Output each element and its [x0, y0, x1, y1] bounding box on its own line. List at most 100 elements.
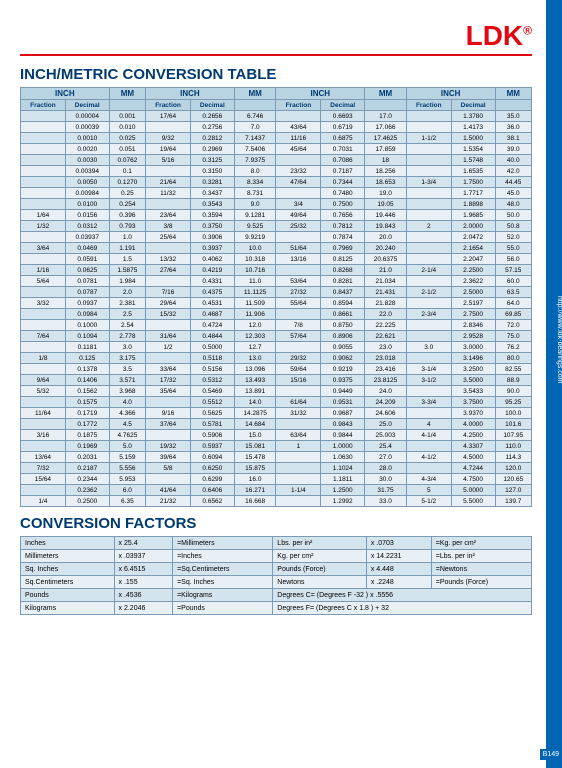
table-cell: [406, 144, 451, 155]
table-cell: 4.5: [109, 419, 145, 430]
table-cell: 0.2500: [65, 496, 109, 507]
table-cell: 2.5197: [451, 298, 495, 309]
table-cell: 14.2875: [234, 408, 276, 419]
table-cell: 0.7031: [321, 144, 365, 155]
table-cell: 7.1437: [234, 133, 276, 144]
factor-cell: x .155: [114, 576, 173, 589]
table-cell: 0.2344: [65, 474, 109, 485]
table-cell: [146, 474, 191, 485]
table-cell: 8.0: [234, 166, 276, 177]
table-cell: 7/32: [21, 463, 66, 474]
factor-cell: Kilograms: [21, 602, 115, 615]
table-cell: 1-1/4: [276, 485, 321, 496]
table-cell: 5.0000: [451, 485, 495, 496]
table-cell: 12.303: [234, 331, 276, 342]
table-cell: 0.4331: [190, 276, 234, 287]
table-cell: 24.209: [365, 397, 407, 408]
table-cell: [276, 496, 321, 507]
table-cell: 20.0: [365, 232, 407, 243]
table-row: 15/640.23445.9530.629916.01.181130.04-3/…: [21, 474, 532, 485]
factor-cell: Degrees C= (Degrees F -32 ) x .5556: [273, 589, 532, 602]
table-cell: 19/64: [146, 144, 191, 155]
table-cell: 57.15: [495, 265, 531, 276]
table-cell: 1.3780: [451, 111, 495, 122]
table-cell: 3-1/2: [406, 375, 451, 386]
table-cell: 0.7187: [321, 166, 365, 177]
table-cell: 3/32: [21, 298, 66, 309]
table-cell: 35.0: [495, 111, 531, 122]
table-cell: 2: [406, 221, 451, 232]
table-cell: 51/64: [276, 243, 321, 254]
table-cell: 0.2362: [65, 485, 109, 496]
table-cell: 75.0: [495, 331, 531, 342]
table-cell: 0.1719: [65, 408, 109, 419]
table-cell: 100.0: [495, 408, 531, 419]
table-cell: 114.3: [495, 452, 531, 463]
table-cell: 1/4: [21, 496, 66, 507]
table-cell: 0.2031: [65, 452, 109, 463]
table-cell: 0.1181: [65, 342, 109, 353]
table-cell: 1.5748: [451, 155, 495, 166]
table-cell: 30.0: [365, 474, 407, 485]
table-cell: [21, 254, 66, 265]
table-cell: [146, 320, 191, 331]
table-cell: 0.0100: [65, 199, 109, 210]
table-cell: [276, 188, 321, 199]
table-cell: 0.5512: [190, 397, 234, 408]
table-cell: 7.0: [234, 122, 276, 133]
table-cell: 0.2187: [65, 463, 109, 474]
table-cell: 6.35: [109, 496, 145, 507]
table-cell: 1.5: [109, 254, 145, 265]
table-cell: 3-1/4: [406, 364, 451, 375]
table-cell: 5.159: [109, 452, 145, 463]
table-cell: 1.5354: [451, 144, 495, 155]
table-cell: [146, 199, 191, 210]
table-row: 0.05911.513/320.406210.31813/160.812520.…: [21, 254, 532, 265]
table-cell: 5: [406, 485, 451, 496]
table-cell: 4-1/2: [406, 452, 451, 463]
table-cell: 0.254: [109, 199, 145, 210]
table-cell: 2.0472: [451, 232, 495, 243]
table-cell: 63/64: [276, 430, 321, 441]
table-cell: 18.256: [365, 166, 407, 177]
table-cell: 18.653: [365, 177, 407, 188]
table-cell: 2.1654: [451, 243, 495, 254]
table-cell: 15/32: [146, 309, 191, 320]
factor-cell: =Sq.Centimeters: [173, 563, 273, 576]
table-cell: 15/16: [276, 375, 321, 386]
table-cell: 9.525: [234, 221, 276, 232]
table-cell: 0.3750: [190, 221, 234, 232]
table-cell: 0.9062: [321, 353, 365, 364]
table-cell: 3/64: [21, 243, 66, 254]
table-cell: 1.984: [109, 276, 145, 287]
table-cell: [146, 430, 191, 441]
table-cell: 2.381: [109, 298, 145, 309]
table-cell: [276, 155, 321, 166]
table-cell: 50.8: [495, 221, 531, 232]
table-cell: 15.081: [234, 441, 276, 452]
table-cell: [21, 177, 66, 188]
table-row: 0.00500.127021/640.32818.33447/640.73441…: [21, 177, 532, 188]
table-row: 0.10002.540.472412.07/80.875022.2252.834…: [21, 320, 532, 331]
table-cell: [21, 133, 66, 144]
table-cell: 1.1024: [321, 463, 365, 474]
factor-cell: x 2.2046: [114, 602, 173, 615]
table-cell: 41/64: [146, 485, 191, 496]
table-cell: 12.0: [234, 320, 276, 331]
table-cell: 4.0: [109, 397, 145, 408]
table-cell: 6.746: [234, 111, 276, 122]
table-cell: 2.5000: [451, 287, 495, 298]
table-cell: 2.0: [109, 287, 145, 298]
table-cell: 2-1/2: [406, 287, 451, 298]
table-cell: 3.968: [109, 386, 145, 397]
table-cell: [406, 331, 451, 342]
table-cell: [21, 199, 66, 210]
header-fraction: Fraction: [276, 100, 321, 111]
table-cell: 0.0781: [65, 276, 109, 287]
factor-cell: =Newtons: [431, 563, 531, 576]
table-cell: 0.4062: [190, 254, 234, 265]
table-cell: 82.55: [495, 364, 531, 375]
table-cell: 4.0000: [451, 419, 495, 430]
table-row: 0.11813.01/20.500012.70.905523.03.03.000…: [21, 342, 532, 353]
factor-cell: =Kilograms: [173, 589, 273, 602]
